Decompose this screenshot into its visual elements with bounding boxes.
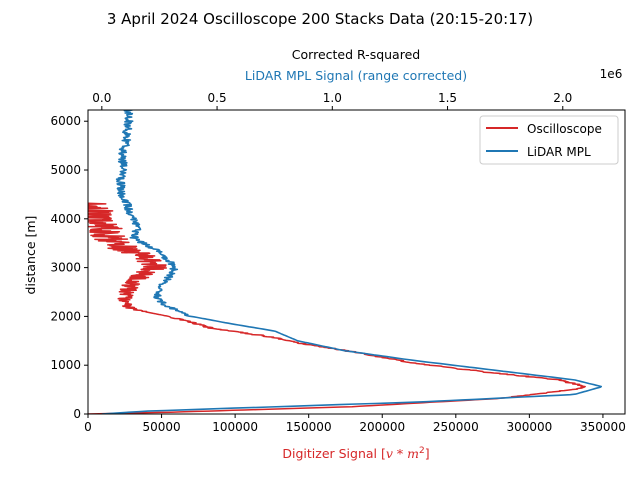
x-tick-label: 150000 <box>286 420 332 434</box>
y-axis-label: distance [m] <box>23 216 38 295</box>
legend-label-oscilloscope: Oscilloscope <box>527 122 602 136</box>
x2-tick-label: 2.0 <box>553 91 572 105</box>
axes-layer: 0 50000 100000 150000 200000 250000 300000 3500… <box>50 91 625 434</box>
x-tick-label: 300000 <box>506 420 552 434</box>
x-axis-label-suffix: ] <box>425 446 430 461</box>
y-tick-label: 0 <box>73 407 81 421</box>
legend: Oscilloscope LiDAR MPL <box>479 115 619 165</box>
y-tick-label: 2000 <box>50 309 81 323</box>
y-tick-label: 4000 <box>50 212 81 226</box>
top-axis-multiplier: 1e6 <box>600 67 623 81</box>
y-tick-label: 6000 <box>50 114 81 128</box>
x-tick-label: 350000 <box>580 420 626 434</box>
x2-tick-label: 0.5 <box>208 91 227 105</box>
oscilloscope-line <box>88 202 586 414</box>
plot-frame <box>87 109 626 415</box>
x2-tick-label: 1.5 <box>438 91 457 105</box>
y-tick-label: 1000 <box>50 358 81 372</box>
x-tick-label: 250000 <box>433 420 479 434</box>
x-axis-label: Digitizer Signal [v * m2] <box>282 446 429 461</box>
x2-tick-label: 1.0 <box>323 91 342 105</box>
plot-area <box>88 110 602 414</box>
top-axis-label: LiDAR MPL Signal (range corrected) <box>245 68 467 83</box>
y-tick-label: 5000 <box>50 163 81 177</box>
top-axis-title: Corrected R-squared <box>292 47 420 62</box>
x2-tick-label: 0.0 <box>92 91 111 105</box>
x-axis-label-sup: 2 <box>419 446 425 456</box>
x-tick-label: 200000 <box>359 420 405 434</box>
x-tick-label: 100000 <box>212 420 258 434</box>
series-layer <box>88 110 602 414</box>
x-axis-label-prefix: Digitizer Signal [ <box>282 446 386 461</box>
x-tick-label: 50000 <box>142 420 180 434</box>
x-tick-label: 0 <box>84 420 92 434</box>
x-axis-label-var: v * m <box>386 446 419 461</box>
legend-label-lidar: LiDAR MPL <box>527 145 591 159</box>
chart-title: 3 April 2024 Oscilloscope 200 Stacks Dat… <box>107 10 533 28</box>
y-tick-label: 3000 <box>50 261 81 275</box>
lidar-mpl-line <box>101 110 602 414</box>
